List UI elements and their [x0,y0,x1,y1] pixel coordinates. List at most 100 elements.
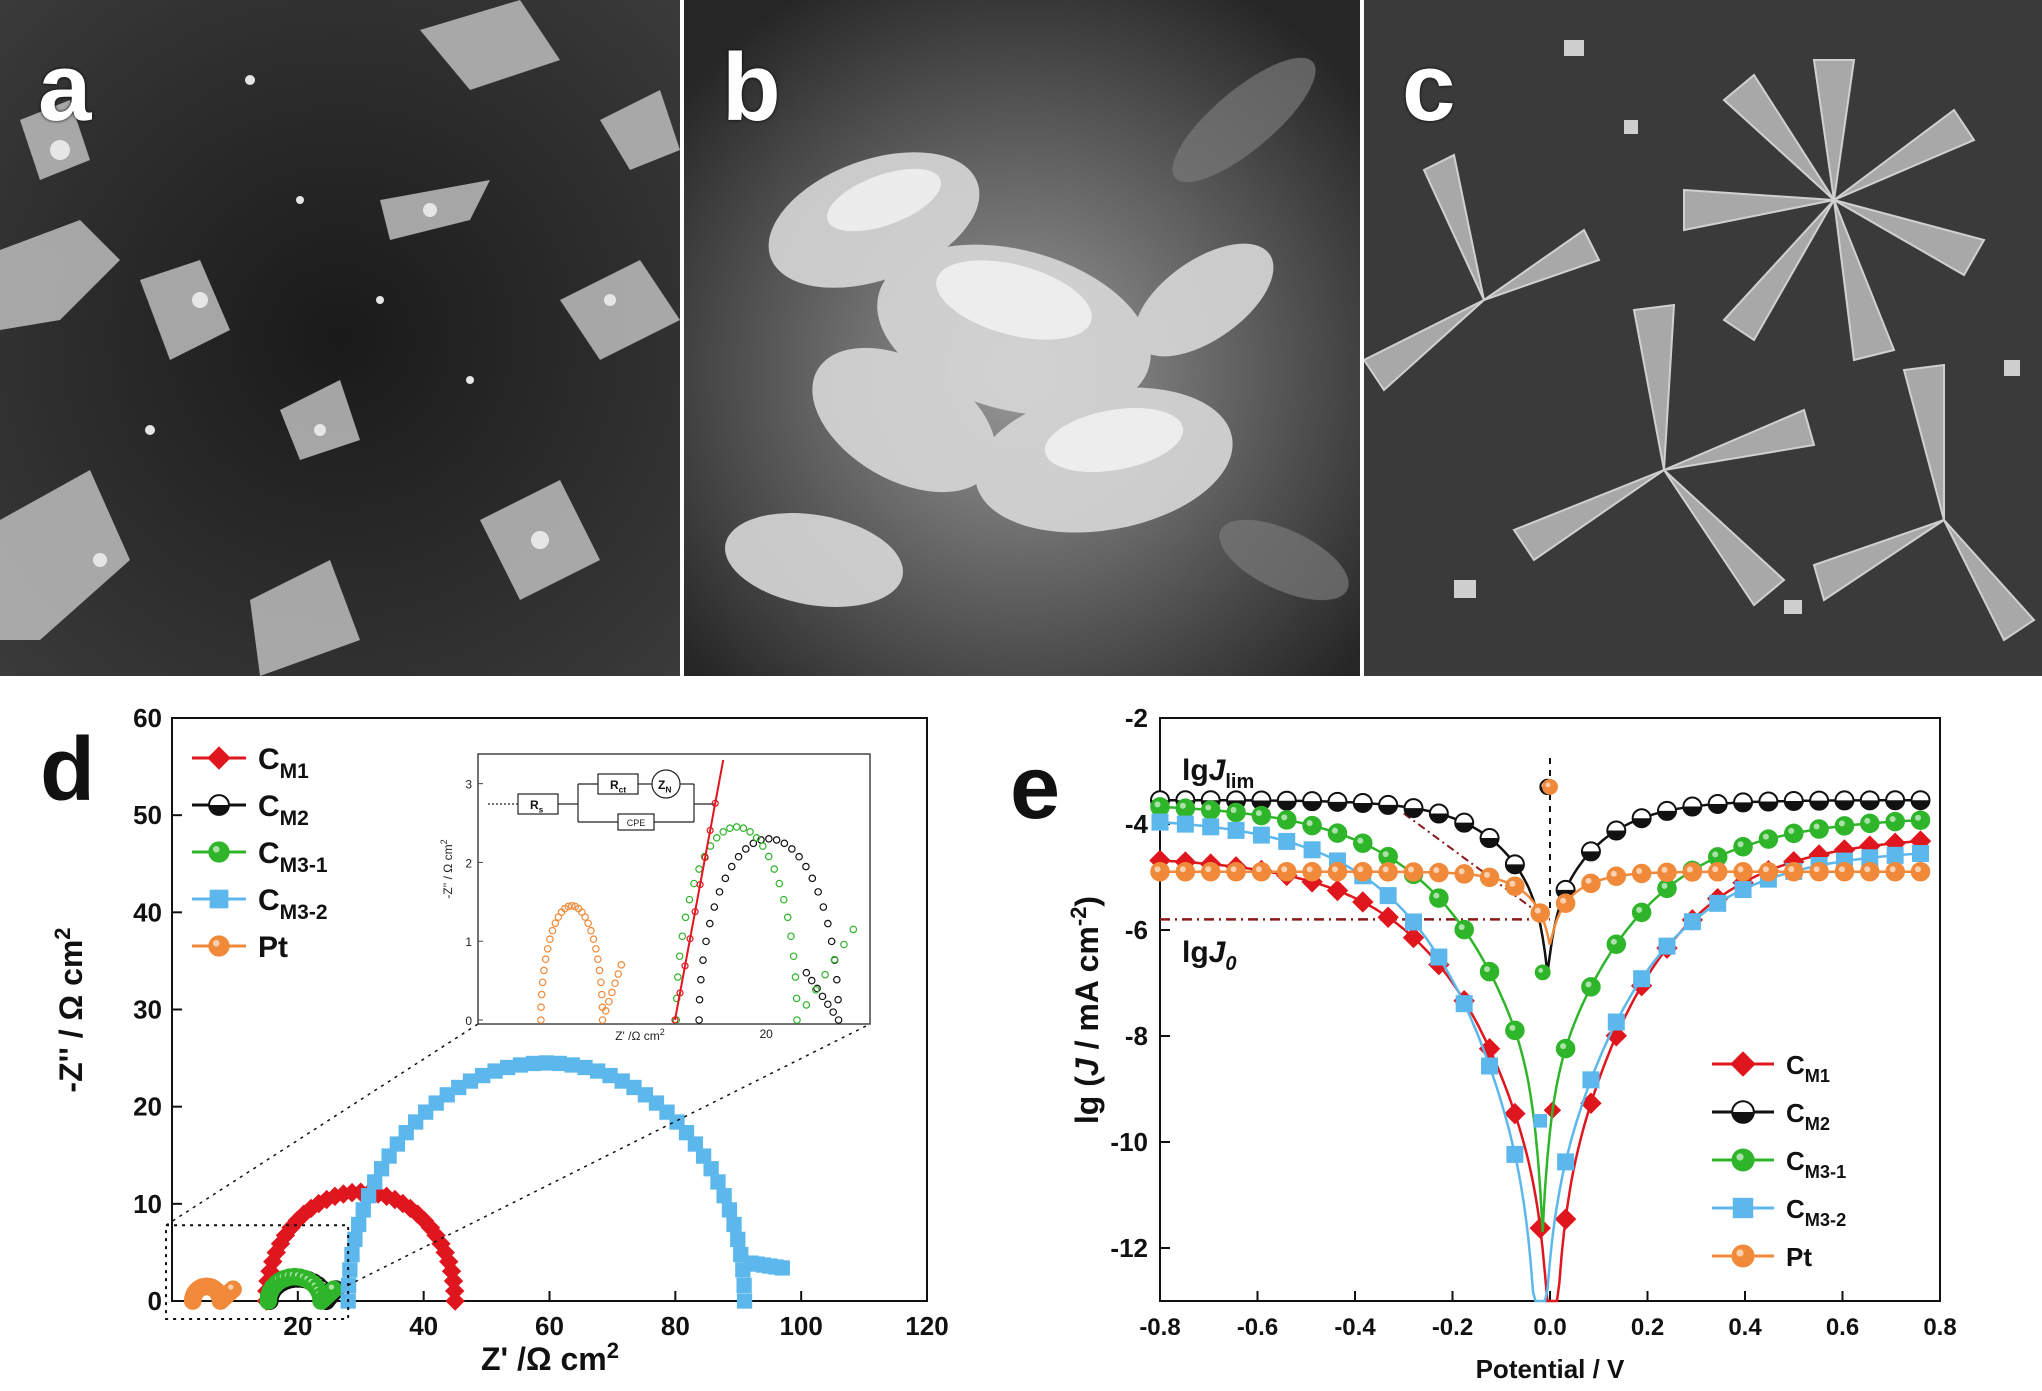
xtick-label: 0.4 [1728,1314,1762,1341]
nyquist-tail-CM3_1-dot [324,1280,343,1299]
inset-tail-CM3_1 [849,925,858,934]
inset-tail-CM2 [824,1000,832,1009]
panel-label-c: c [1402,34,1456,141]
legend-label-CM3_1-main: C [258,837,280,870]
nyquist-tail-CM3_1 [324,1280,343,1299]
legend-label-CM1-sub: M1 [1805,1066,1830,1086]
polarization-point-CM3_1 [1860,813,1880,834]
polarization-point-Pt-dot [1784,861,1804,882]
polarization-point-CM3_1 [1581,977,1601,997]
polarization-point-Pt-shine [1636,867,1643,874]
xtick-label: -0.8 [1139,1314,1180,1341]
polarization-point-CM3_2 [1658,937,1676,955]
legend-label-Pt: Pt [1786,1242,1812,1272]
polarization-point-Pt [1150,861,1170,882]
legend-label-CM3_1-sub: M3-1 [280,854,328,877]
polarization-point-CM3_2 [1430,948,1448,966]
inset-point-CM2 [824,919,832,928]
ytick-label: 0 [148,1286,162,1316]
polarization-point-Pt [1581,873,1601,894]
polarization-point-CM3_1-shine [1813,823,1820,830]
circuit-Rct-label-main: R [610,778,619,792]
polarization-point-CM3_1 [1251,805,1272,826]
polarization-point-Pt [1479,867,1500,888]
polarization-point-CM3_1-shine [1331,827,1338,834]
ytick-label: -6 [1125,915,1148,945]
polarization-point-CM3_1-dot [1429,888,1449,908]
inset-point-Pt [537,1003,545,1012]
inset-point-CM1 [691,908,699,916]
nyquist-point-CM3_2 [474,1067,491,1084]
circuit-Rct-label-sub: ct [619,785,627,795]
inset-point-Pt [598,990,606,999]
polarization-point-CM2 [1809,790,1830,811]
polarization-point-CM3_1-dot [1809,819,1829,839]
polarization-point-CM3_1 [1631,902,1652,923]
inset-tail-Pt [614,970,623,978]
xtick-label: 0.2 [1631,1314,1664,1341]
nyquist-point-CM3_2 [373,1161,390,1177]
plot-d-xlabel: Z' /Ω cm2 [481,1338,619,1377]
polarization-point-CM2 [1580,841,1601,862]
inset-point-CM1 [701,853,709,862]
polarization-point-Pt-shine [1484,871,1491,878]
inset-point-Pt [541,955,550,964]
inset-point-CM2 [834,1016,843,1024]
legend-label-CM2-sub: M2 [1805,1114,1830,1134]
inset-point-Pt [587,926,595,935]
polarization-point-CM2-fill [1911,800,1930,810]
inset-tail-CM3_1 [830,955,839,964]
legend-label-CM1-main: C [1786,1050,1805,1080]
polarization-point-CM2-fill [1835,800,1854,810]
nyquist-point-CM3_2 [564,1057,580,1073]
polarization-point-CM2-fill [1480,838,1499,848]
polarization-point-CM3_1 [1733,836,1753,857]
nyquist-point-CM1 [400,1198,421,1219]
nyquist-point-CM3_2 [726,1216,742,1233]
legend-marker-CM2-fill [1732,1112,1754,1123]
nyquist-point-CM3_2 [695,1148,712,1164]
polarization-point-CM3_1 [1910,810,1931,830]
inset-point-CM3_1 [712,834,721,842]
inset-point-CM3_1 [770,865,779,873]
inset-point-CM2 [727,862,736,871]
polarization-point-CM2-fill [1505,864,1524,874]
legend-marker-Pt-dot [1731,1244,1755,1268]
polarization-point-Pt [1707,862,1728,882]
polarization-point-Pt [1885,861,1905,882]
polarization-point-Pt [1277,861,1297,882]
polarization-point-CM2 [1910,790,1931,811]
plot-e-series [1149,778,1932,1303]
polarization-point-Pt-shine [1712,866,1719,873]
circuit-Rs-label-sub: s [539,805,544,815]
polarization-point-CM1 [1504,1102,1526,1125]
legend-label-CM3_2: CM3-2 [258,884,328,924]
polarization-point-Pt-dot [1327,861,1348,882]
polarization-point-Pt-dot [1606,866,1627,887]
polarization-point-CM3_1-dot [1885,811,1905,832]
polarization-point-CM2-fill [1708,803,1727,813]
inset-point-Pt [543,944,552,953]
plot-d-ylabel: -Z'' / Ω cm2 [50,927,89,1092]
polarization-point-CM3_2 [1227,821,1245,839]
inset-point-CM2 [699,956,707,964]
polarization-point-Pt-shine [1357,866,1364,873]
polarization-curve-CM2 [1160,798,1921,973]
polarization-point-Pt [1454,864,1474,884]
inset-point-CM2 [749,839,758,848]
inset-point-CM3_1 [678,932,687,941]
zoom-leader-left [165,1023,479,1226]
nyquist-point-CM3_2 [736,1293,753,1309]
legend-marker-CM3_1-dot [208,841,230,863]
panel-label-d: d [40,720,95,820]
inset-point-CM2 [808,874,817,883]
inset-point-Pt [581,913,589,921]
polarization-point-Pt [1631,863,1652,884]
legend-marker-CM1 [207,746,231,770]
polarization-point-CM3_1-shine [1154,801,1161,808]
circuit-Rs-label-main: R [530,798,539,812]
polarization-point-CM3_2 [1252,826,1270,844]
polarization-point-CM2 [1403,798,1424,819]
inset-point-CM3_1 [793,1016,801,1024]
